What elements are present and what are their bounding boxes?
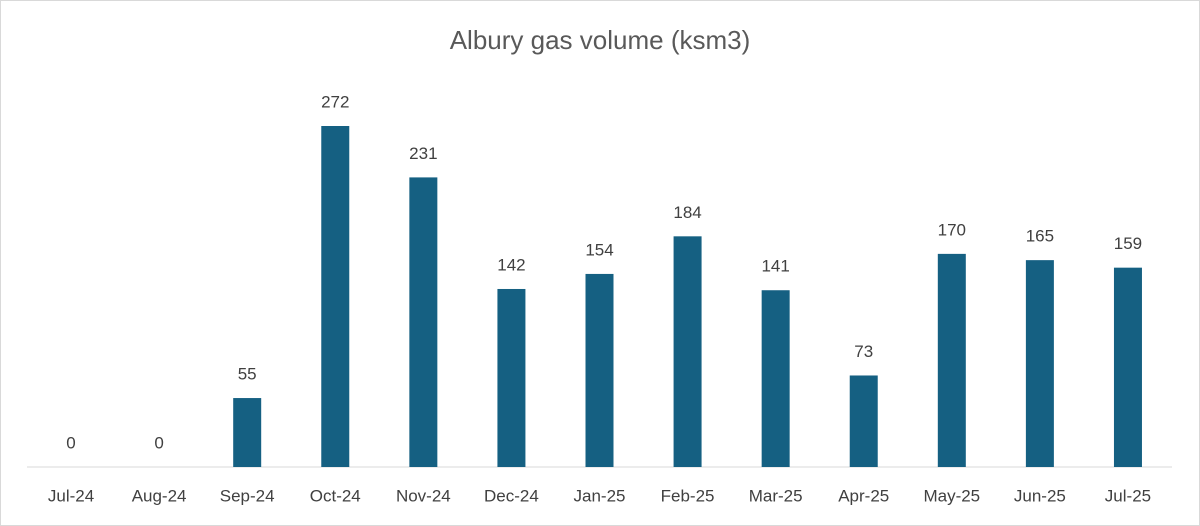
x-tick-label: Aug-24: [132, 486, 187, 505]
x-tick-label: Apr-25: [838, 486, 889, 505]
x-tick-label: Sep-24: [220, 486, 275, 505]
bar: [673, 236, 702, 467]
data-label: 159: [1114, 234, 1142, 253]
bar: [409, 177, 438, 467]
bar: [761, 290, 790, 467]
bar: [497, 288, 526, 467]
bar: [1113, 267, 1142, 467]
bar: [849, 375, 878, 467]
bar: [585, 273, 614, 467]
data-label: 0: [66, 433, 75, 452]
x-tick-label: Nov-24: [396, 486, 451, 505]
data-label: 170: [938, 220, 966, 239]
data-label: 184: [673, 203, 701, 222]
x-tick-label: Dec-24: [484, 486, 539, 505]
bar: [937, 253, 966, 467]
bar: [321, 126, 350, 467]
data-label: 55: [238, 365, 257, 384]
x-tick-label: Jun-25: [1014, 486, 1066, 505]
bar: [1025, 260, 1054, 467]
x-tick-label: Jan-25: [574, 486, 626, 505]
x-tick-label: Mar-25: [749, 486, 803, 505]
chart-title: Albury gas volume (ksm3): [450, 25, 751, 55]
bar: [233, 398, 262, 467]
data-label: 165: [1026, 227, 1054, 246]
data-label: 231: [409, 144, 437, 163]
data-label: 0: [154, 433, 163, 452]
x-tick-label: Jul-25: [1105, 486, 1151, 505]
data-label: 142: [497, 255, 525, 274]
x-tick-label: Oct-24: [310, 486, 361, 505]
data-label: 141: [761, 257, 789, 276]
x-tick-label: May-25: [923, 486, 980, 505]
data-label: 73: [854, 342, 873, 361]
x-tick-label: Feb-25: [661, 486, 715, 505]
data-label: 154: [585, 240, 613, 259]
x-tick-label: Jul-24: [48, 486, 94, 505]
data-label: 272: [321, 92, 349, 111]
